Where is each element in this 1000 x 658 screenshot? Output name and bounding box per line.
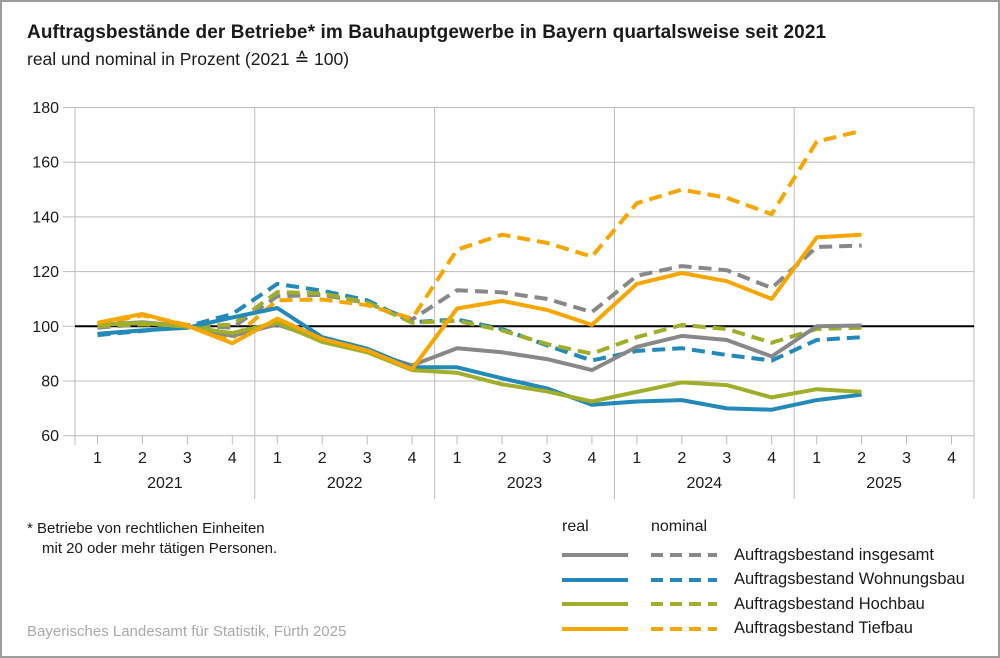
legend-swatch-dashed xyxy=(651,553,717,558)
series-auftragsbestand-hochbau-real xyxy=(97,320,862,404)
legend-swatch-dashed xyxy=(651,602,717,607)
series-auftragsbestand-hochbau-nominal xyxy=(97,290,862,356)
legend: real nominal Auftragsbestand insgesamt A… xyxy=(562,518,992,641)
chart-subtitle: real und nominal in Prozent (2021 ≙ 100) xyxy=(27,49,350,69)
quarter-label: 4 xyxy=(408,450,417,467)
source-attribution: Bayerisches Landesamt für Statistik, Für… xyxy=(27,623,347,640)
quarter-label: 1 xyxy=(812,450,821,467)
year-label-2025: 2025 xyxy=(866,475,902,492)
y-axis-label-140: 140 xyxy=(32,209,59,226)
quarter-label: 1 xyxy=(93,450,102,467)
legend-row-label: Auftragsbestand Hochbau xyxy=(734,594,925,613)
legend-swatch-dashed xyxy=(651,577,717,582)
quarter-label: 3 xyxy=(902,450,911,467)
series-auftragsbestand-insgesamt-nominal xyxy=(97,243,862,330)
legend-col-nominal: nominal xyxy=(651,518,708,535)
legend-row: Auftragsbestand Hochbau xyxy=(562,592,992,617)
quarter-label: 1 xyxy=(453,450,462,467)
footnote: * Betriebe von rechtlichen Einheiten mit… xyxy=(27,519,277,559)
quarter-label: 4 xyxy=(947,450,956,467)
quarter-label: 3 xyxy=(363,450,372,467)
quarter-label: 1 xyxy=(273,450,282,467)
legend-swatch-solid xyxy=(562,602,628,607)
y-axis-label-160: 160 xyxy=(32,155,59,172)
quarter-label: 2 xyxy=(857,450,866,467)
quarter-label: 4 xyxy=(587,450,596,467)
footnote-line-2: mit 20 oder mehr tätigen Personen. xyxy=(42,540,278,557)
quarter-label: 2 xyxy=(677,450,686,467)
year-label-2023: 2023 xyxy=(507,475,543,492)
line-chart-canvas: 180 160 140 120 100 80 60 1 2 3 4 2021 1 2 3 4 2022 1 2 3 4 2… xyxy=(32,100,975,499)
year-label-2024: 2024 xyxy=(687,475,723,492)
quarter-label: 2 xyxy=(498,450,507,467)
quarter-label: 4 xyxy=(767,450,776,467)
quarter-label: 1 xyxy=(632,450,641,467)
year-label-2021: 2021 xyxy=(147,475,183,492)
legend-row: Auftragsbestand Tiefbau xyxy=(562,617,992,642)
legend-swatch-solid xyxy=(562,553,628,558)
legend-row-label: Auftragsbestand Tiefbau xyxy=(734,619,913,638)
legend-col-real: real xyxy=(562,518,589,535)
quarter-label: 3 xyxy=(183,450,192,467)
legend-row-label: Auftragsbestand Wohnungsbau xyxy=(734,570,965,589)
legend-row: Auftragsbestand insgesamt xyxy=(562,543,992,568)
quarter-label: 2 xyxy=(138,450,147,467)
chart-title: Auftragsbestände der Betriebe* im Bauhau… xyxy=(27,22,827,43)
y-axis-label-120: 120 xyxy=(32,264,59,281)
series-auftragsbestand-insgesamt-real xyxy=(97,320,862,373)
y-axis-label-80: 80 xyxy=(41,374,59,391)
legend-swatch-solid xyxy=(562,577,628,582)
quarter-label: 3 xyxy=(722,450,731,467)
series-auftragsbestand-wohnungsbau-real xyxy=(97,306,862,412)
legend-row-label: Auftragsbestand insgesamt xyxy=(734,545,934,564)
y-axis-label-100: 100 xyxy=(32,319,59,336)
quarter-label: 3 xyxy=(543,450,552,467)
y-axis-label-60: 60 xyxy=(41,428,59,445)
legend-header: real nominal xyxy=(562,518,992,536)
year-label-2022: 2022 xyxy=(327,475,363,492)
legend-row: Auftragsbestand Wohnungsbau xyxy=(562,568,992,593)
footnote-line-1: * Betriebe von rechtlichen Einheiten xyxy=(27,520,265,537)
series-auftragsbestand-tiefbau-real xyxy=(97,232,862,371)
legend-swatch-solid xyxy=(562,626,628,631)
quarter-label: 2 xyxy=(318,450,327,467)
series-auftragsbestand-wohnungsbau-nominal xyxy=(97,281,862,363)
legend-swatch-dashed xyxy=(651,626,717,631)
quarter-label: 4 xyxy=(228,450,237,467)
y-axis-label-180: 180 xyxy=(32,100,59,117)
